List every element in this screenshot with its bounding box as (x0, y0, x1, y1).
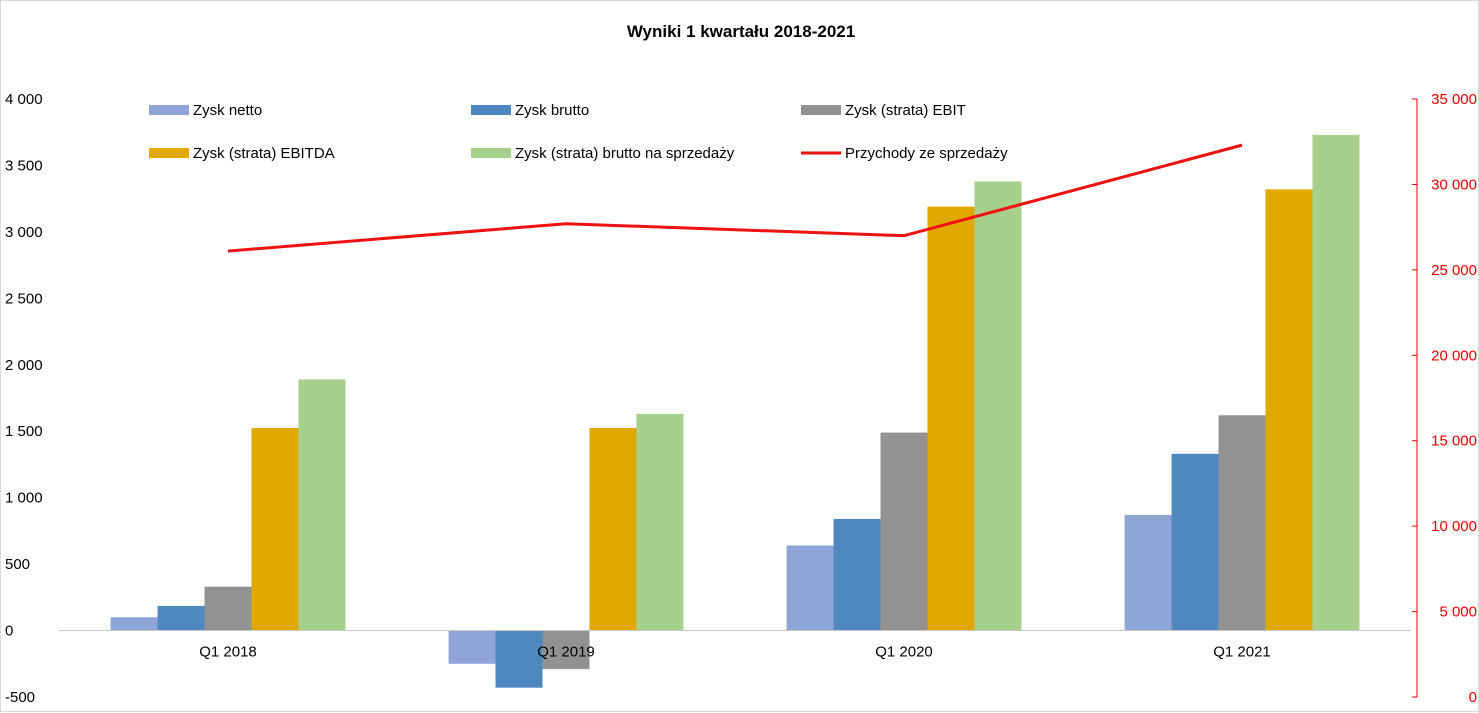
right-axis: 0 5 000 10 000 15 000 20 000 25 000 30 000 35 0… (1412, 91, 1477, 706)
legend-label: Zysk brutto (515, 102, 589, 119)
legend-swatch (801, 105, 841, 115)
right-tick-label: 5 000 (1439, 604, 1477, 621)
bar-2-0 (204, 586, 252, 631)
left-tick-label: -500 (5, 689, 35, 706)
left-tick-label: 500 (5, 556, 30, 573)
bar-3-2 (927, 206, 975, 631)
left-tick-label: 3 500 (5, 157, 43, 174)
bar-2-3 (1218, 415, 1266, 631)
right-tick-label: 35 000 (1431, 91, 1477, 108)
bar-1-0 (157, 605, 205, 631)
right-tick-label: 15 000 (1431, 433, 1477, 450)
bar-4-3 (1312, 134, 1360, 631)
left-tick-label: 2 500 (5, 290, 43, 307)
bar-4-1 (636, 413, 684, 631)
bar-1-2 (833, 518, 881, 631)
legend-swatch (149, 148, 189, 158)
bar-1-1 (495, 630, 543, 688)
legend-label: Zysk (strata) brutto na sprzedaży (515, 145, 735, 162)
bar-0-3 (1124, 514, 1172, 631)
legend-swatch (471, 105, 511, 115)
category-label: Q1 2019 (537, 644, 595, 661)
bar-3-1 (589, 427, 637, 631)
category-axis: Q1 2018 Q1 2019 Q1 2020 Q1 2021 (199, 644, 1271, 661)
legend-label: Zysk (strata) EBIT (845, 102, 966, 119)
category-label: Q1 2021 (1213, 644, 1271, 661)
bar-3-0 (251, 427, 299, 631)
bar-4-0 (298, 379, 346, 631)
left-axis: -500 0 500 1 000 1 500 2 000 2 500 3 000 3 500 4 … (5, 91, 43, 706)
bar-series-group (110, 134, 1360, 688)
legend-label: Przychody ze sprzedaży (845, 145, 1008, 162)
category-label: Q1 2020 (875, 644, 933, 661)
bar-1-3 (1171, 453, 1219, 631)
bar-0-1 (448, 630, 496, 664)
right-tick-label: 0 (1469, 689, 1477, 706)
line-series-group (227, 143, 1243, 253)
right-tick-label: 25 000 (1431, 262, 1477, 279)
legend-label: Zysk netto (193, 102, 262, 119)
legend-swatch (471, 148, 511, 158)
right-tick-label: 30 000 (1431, 176, 1477, 193)
right-tick-label: 10 000 (1431, 518, 1477, 535)
left-tick-label: 1 000 (5, 490, 43, 507)
bar-3-3 (1265, 189, 1313, 631)
bar-2-1 (542, 630, 590, 670)
bar-4-2 (974, 181, 1022, 631)
legend-label: Zysk (strata) EBITDA (193, 145, 335, 162)
bar-0-2 (786, 545, 834, 631)
right-tick-label: 20 000 (1431, 347, 1477, 364)
legend: Zysk netto Zysk brutto Zysk (strata) EBIT Z… (149, 102, 1008, 162)
bar-0-0 (110, 617, 158, 631)
left-tick-label: 1 500 (5, 423, 43, 440)
bar-2-2 (880, 432, 928, 631)
left-tick-label: 2 000 (5, 357, 43, 374)
category-label: Q1 2018 (199, 644, 257, 661)
left-tick-label: 4 000 (5, 91, 43, 108)
line-series-0 (227, 143, 1243, 253)
legend-swatch (149, 105, 189, 115)
left-tick-label: 0 (5, 623, 13, 640)
chart-title: Wyniki 1 kwartału 2018-2021 (627, 22, 855, 41)
left-tick-label: 3 000 (5, 224, 43, 241)
